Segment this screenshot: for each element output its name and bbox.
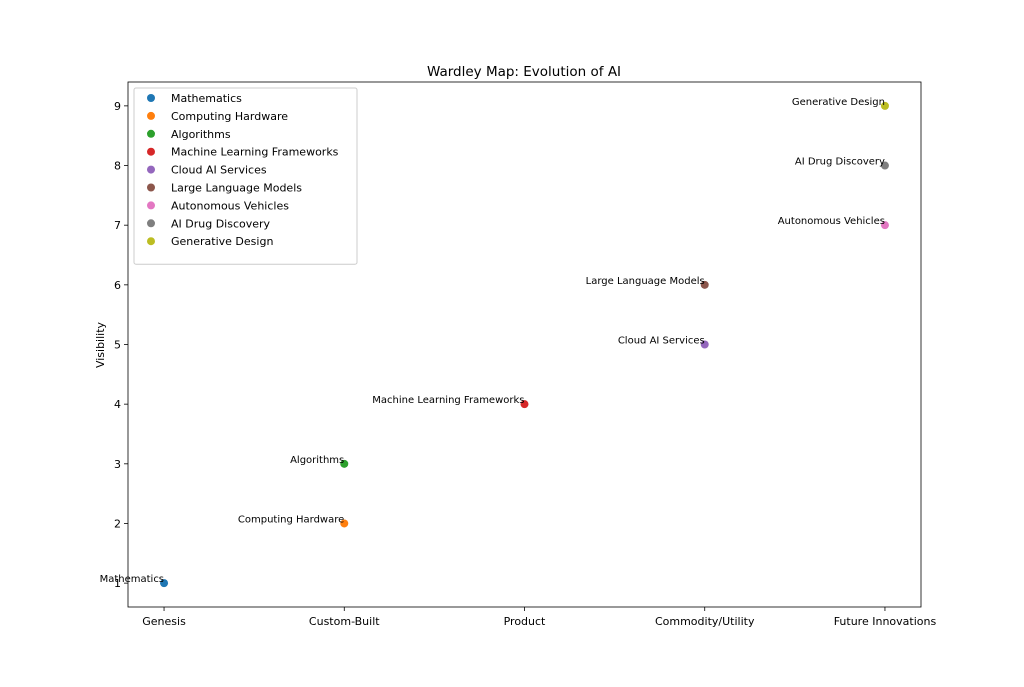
legend-entry: AI Drug Discovery [171,217,271,230]
data-point [880,161,889,170]
legend-entry: Large Language Models [171,182,302,195]
data-point [880,101,889,110]
legend-entry: Mathematics [171,92,242,105]
legend-marker [147,129,155,138]
chart-title: Wardley Map: Evolution of AI [427,64,621,80]
x-axis: Genesis Custom-Built Product Commodity/Util… [142,607,936,628]
legend-entry: Generative Design [171,235,273,248]
y-tick-label: 1 [114,577,121,590]
legend-entry: Computing Hardware [171,110,288,123]
point-label: Computing Hardware [238,514,344,525]
y-tick-label: 8 [114,160,121,173]
data-point [700,340,709,349]
point-label: AI Drug Discovery [795,157,885,168]
legend-marker [147,219,155,228]
legend: Mathematics Computing Hardware Algorithms M… [133,87,358,265]
y-tick-label: 9 [114,100,121,113]
point-label: Large Language Models [586,276,705,287]
data-point [340,459,349,468]
point-label: Autonomous Vehicles [778,216,885,227]
legend-marker [147,94,155,102]
x-tick-label: Genesis [142,615,186,628]
x-tick-label: Future Innovations [834,615,937,628]
y-tick-label: 6 [114,279,121,292]
y-tick-label: 2 [114,517,121,530]
x-tick-label: Custom-Built [309,615,380,628]
legend-marker [147,201,155,210]
point-labels: Mathematics Computing Hardware Algorithms M… [100,97,885,585]
y-tick-label: 4 [114,398,121,411]
y-axis-label: Visibility [94,321,107,368]
legend-marker [147,111,155,120]
point-label: Generative Design [792,97,885,108]
data-point [520,400,529,409]
data-point [160,579,169,588]
point-label: Machine Learning Frameworks [372,395,524,406]
data-point [880,221,889,230]
y-axis: 1 2 3 4 5 6 7 8 9 [114,100,128,590]
point-label: Cloud AI Services [618,336,705,347]
data-points [160,101,889,588]
legend-entry: Algorithms [171,128,231,141]
legend-marker [147,237,155,246]
data-point [700,280,709,289]
legend-entry: Autonomous Vehicles [171,199,289,212]
x-tick-label: Product [504,615,546,628]
data-point [340,519,349,528]
point-label: Mathematics [100,574,164,585]
legend-marker [147,147,155,156]
y-tick-label: 3 [114,458,121,471]
x-tick-label: Commodity/Utility [655,615,755,628]
y-tick-label: 7 [114,219,121,232]
point-label: Algorithms [290,455,344,466]
legend-entry: Machine Learning Frameworks [171,146,339,159]
plot-frame [127,81,922,608]
legend-box [133,87,358,265]
legend-marker [147,183,155,192]
legend-entry: Cloud AI Services [171,164,267,177]
y-tick-label: 5 [114,339,121,352]
legend-marker [147,165,155,174]
